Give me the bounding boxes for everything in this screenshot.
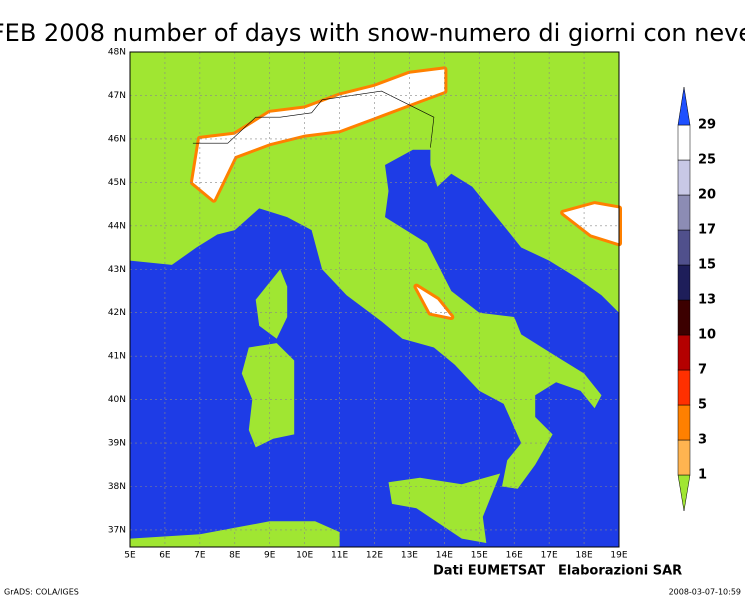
lat-label: 41N <box>108 352 126 362</box>
credit-software: GrADS: COLA/IGES <box>4 588 79 597</box>
lon-label: 18E <box>576 551 593 561</box>
colorbar-label: 15 <box>698 258 716 273</box>
land-corsica <box>255 269 288 339</box>
colorbar-segment <box>677 334 691 371</box>
colorbar-segment <box>677 264 691 301</box>
colorbar-segment <box>677 439 691 476</box>
colorbar-segment <box>677 194 691 231</box>
credit-timestamp: 2008-03-07-10:59 <box>669 588 741 597</box>
credit-source: Dati EUMETSAT <box>433 564 545 579</box>
lat-label: 43N <box>108 265 126 275</box>
colorbar-label: 25 <box>698 153 716 168</box>
colorbar-label: 17 <box>698 223 716 238</box>
lon-label: 10E <box>296 551 313 561</box>
colorbar-segment <box>677 229 691 266</box>
lat-label: 47N <box>108 91 126 101</box>
lat-label: 44N <box>108 221 126 231</box>
lat-label: 46N <box>108 134 126 144</box>
snow-area <box>189 66 448 203</box>
lat-label: 42N <box>108 308 126 318</box>
colorbar-segment <box>677 159 691 196</box>
colorbar-label: 20 <box>698 188 716 203</box>
land-sardinia <box>241 343 295 448</box>
lon-label: 12E <box>366 551 383 561</box>
lon-label: 17E <box>541 551 558 561</box>
lon-label: 5E <box>124 551 136 561</box>
lon-label: 6E <box>159 551 171 561</box>
lon-label: 13E <box>401 551 418 561</box>
lat-label: 48N <box>108 48 126 58</box>
colorbar-label: 7 <box>698 363 707 378</box>
map-frame <box>129 51 620 548</box>
colorbar-label: 29 <box>698 118 716 133</box>
lon-label: 7E <box>194 551 206 561</box>
lon-label: 8E <box>229 551 241 561</box>
lon-label: 15E <box>471 551 488 561</box>
lon-label: 14E <box>436 551 453 561</box>
lon-label: 11E <box>331 551 348 561</box>
colorbar-label: 3 <box>698 433 707 448</box>
colorbar-label: 13 <box>698 293 716 308</box>
colorbar-label: 10 <box>698 328 716 343</box>
land-mainland <box>130 52 619 489</box>
lat-label: 38N <box>108 482 126 492</box>
lat-label: 40N <box>108 395 126 405</box>
credit-processing: Elaborazioni SAR <box>558 564 682 579</box>
snow-area <box>413 283 455 320</box>
colorbar-label: 5 <box>698 398 707 413</box>
map-area: 48N 47N 46N 45N 44N 43N 42N 41N 40N 39N 38N 37N 5E 6E… <box>108 48 628 561</box>
colorbar-segment <box>677 124 691 161</box>
map-title: FEB 2008 number of days with snow-numero… <box>0 19 745 47</box>
lon-label: 9E <box>264 551 276 561</box>
colorbar-segment <box>677 369 691 406</box>
border-line <box>192 90 435 148</box>
colorbar-label: 1 <box>698 468 707 483</box>
lat-label: 39N <box>108 439 126 449</box>
lat-label: 37N <box>108 525 126 535</box>
colorbar-high-arrow <box>677 86 691 126</box>
colorbar-segment <box>677 299 691 336</box>
colorbar-segment <box>677 404 691 441</box>
lon-label: 19E <box>610 551 627 561</box>
lat-label: 45N <box>108 178 126 188</box>
lon-label: 16E <box>506 551 523 561</box>
colorbar-low-arrow <box>677 474 691 512</box>
